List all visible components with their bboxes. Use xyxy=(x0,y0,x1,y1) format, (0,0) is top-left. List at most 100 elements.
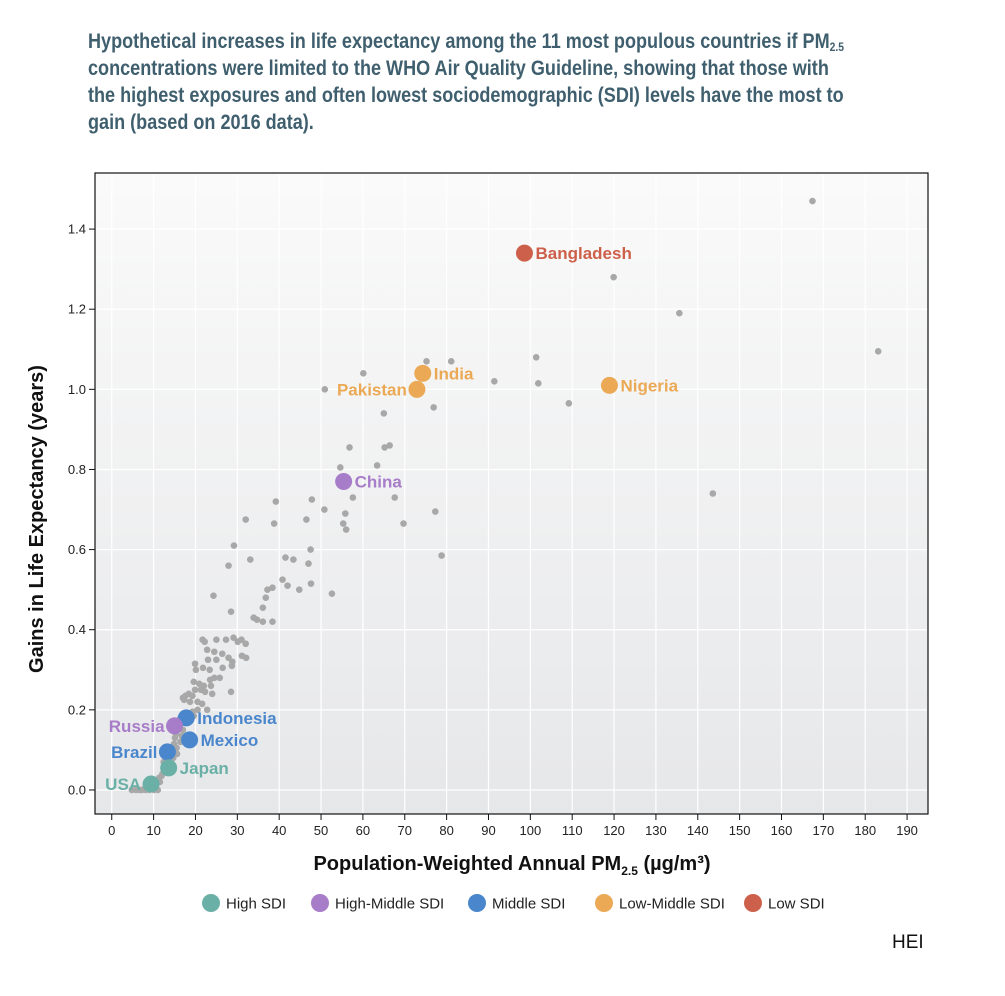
country-point-73 xyxy=(191,660,199,668)
country-point-60 xyxy=(230,634,237,642)
title-part2: concentrations were limited to the WHO A… xyxy=(88,57,844,134)
x-tick-label-8: 80 xyxy=(439,823,453,838)
country-point-78 xyxy=(228,662,236,670)
point-japan xyxy=(160,759,178,777)
x-tick-label-9: 90 xyxy=(481,823,495,838)
country-point-33 xyxy=(307,546,314,553)
country-point-31 xyxy=(342,526,350,533)
country-point-74 xyxy=(192,666,200,674)
country-point-54 xyxy=(259,618,267,625)
country-point-76 xyxy=(206,666,213,674)
legend-label-4: Low SDI xyxy=(768,896,825,913)
label-india: India xyxy=(434,364,474,383)
country-point-66 xyxy=(218,650,226,658)
country-point-75 xyxy=(199,664,207,672)
country-point-22 xyxy=(308,496,316,503)
point-brazil xyxy=(158,743,176,761)
x-tick-label-2: 20 xyxy=(188,823,202,838)
country-point-32 xyxy=(400,520,407,527)
chart-title: Hypothetical increases in life expectanc… xyxy=(88,28,845,136)
country-point-4 xyxy=(532,353,540,361)
country-point-55 xyxy=(269,618,276,625)
label-nigeria: Nigeria xyxy=(620,376,678,395)
plot-area-border xyxy=(94,172,929,815)
country-point-38 xyxy=(305,560,312,567)
country-point-132 xyxy=(208,690,216,698)
country-point-47 xyxy=(269,584,276,591)
legend: High SDI High-Middle SDI Middle SDI Low-Mid… xyxy=(202,894,825,913)
point-mexico xyxy=(181,731,199,749)
country-point-5 xyxy=(534,380,542,387)
country-point-1 xyxy=(610,273,617,281)
country-point-80 xyxy=(216,674,224,682)
x-tick-label-1: 10 xyxy=(146,823,160,838)
country-point-108 xyxy=(171,734,179,742)
country-point-71 xyxy=(213,656,220,664)
country-point-18 xyxy=(373,462,381,469)
country-point-45 xyxy=(328,590,336,597)
y-tick-label-2: 0.4 xyxy=(68,622,86,637)
country-point-25 xyxy=(342,510,349,517)
country-point-96 xyxy=(198,700,206,708)
country-point-59 xyxy=(222,636,230,644)
label-usa: USA xyxy=(105,775,141,794)
label-china: China xyxy=(355,472,403,491)
y-tick-label-1: 0.2 xyxy=(68,702,86,717)
country-point-10 xyxy=(423,357,430,365)
country-point-26 xyxy=(432,508,439,515)
y-axis-ticks: 0.0 0.2 0.4 0.6 0.8 1.0 1.2 1.4 xyxy=(68,222,95,797)
label-japan: Japan xyxy=(180,759,229,778)
country-point-8 xyxy=(709,490,717,497)
x-tick-label-13: 130 xyxy=(645,823,667,838)
x-tick-label-10: 100 xyxy=(519,823,541,838)
legend-swatch-3 xyxy=(595,894,613,912)
country-point-88 xyxy=(201,688,209,696)
label-brazil: Brazil xyxy=(111,743,157,762)
country-point-20 xyxy=(349,494,357,501)
legend-label-3: Low-Middle SDI xyxy=(619,896,725,913)
country-point-11 xyxy=(360,370,367,377)
x-tick-label-15: 150 xyxy=(729,823,751,838)
country-point-65 xyxy=(210,648,218,656)
x-axis-ticks: 0 10 20 30 40 50 60 70 80 90 100 110 120 130 140 150 160… xyxy=(108,814,918,838)
country-point-77 xyxy=(219,664,226,672)
x-tick-label-18: 180 xyxy=(854,823,876,838)
country-point-36 xyxy=(282,554,289,561)
country-point-39 xyxy=(438,552,445,559)
country-point-9 xyxy=(447,357,455,365)
country-point-50 xyxy=(227,608,235,615)
x-tick-label-5: 50 xyxy=(314,823,328,838)
country-point-34 xyxy=(230,542,238,549)
x-tick-label-19: 190 xyxy=(896,823,918,838)
x-tick-label-3: 30 xyxy=(230,823,244,838)
country-point-15 xyxy=(346,444,353,451)
x-axis-title-unit: (µg/m³) xyxy=(638,853,711,875)
legend-label-1: High-Middle SDI xyxy=(335,896,444,913)
country-point-37 xyxy=(290,556,297,563)
country-point-97 xyxy=(203,706,211,714)
country-point-30 xyxy=(339,520,347,527)
country-point-53 xyxy=(253,616,261,623)
country-point-58 xyxy=(213,636,220,644)
country-point-64 xyxy=(203,646,211,654)
country-point-70 xyxy=(204,656,212,664)
legend-label-0: High SDI xyxy=(226,896,286,913)
x-tick-label-17: 170 xyxy=(813,823,835,838)
highlighted-labels: Bangladesh India Pakistan Nigeria China Indon… xyxy=(105,244,678,794)
highlighted-points xyxy=(142,244,618,793)
x-tick-label-6: 60 xyxy=(356,823,370,838)
country-point-86 xyxy=(191,686,199,694)
label-indonesia: Indonesia xyxy=(197,709,277,728)
country-point-43 xyxy=(295,586,303,593)
country-point-82 xyxy=(190,678,198,686)
country-point-7 xyxy=(565,400,573,407)
y-tick-label-5: 1.0 xyxy=(68,382,86,397)
country-point-29 xyxy=(303,516,310,523)
country-point-126 xyxy=(128,786,136,794)
country-point-40 xyxy=(225,562,232,569)
point-bangladesh xyxy=(515,244,533,262)
point-russia xyxy=(166,717,184,735)
credit-label: HEI xyxy=(892,932,924,953)
country-point-48 xyxy=(262,594,270,601)
